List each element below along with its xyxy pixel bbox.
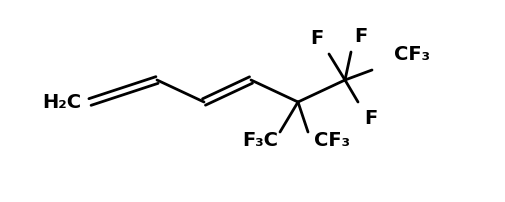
Text: CF₃: CF₃ (393, 44, 429, 63)
Text: F: F (354, 26, 367, 45)
Text: F: F (364, 108, 377, 127)
Text: F: F (310, 28, 323, 47)
Text: F₃C: F₃C (241, 130, 277, 149)
Text: H₂C: H₂C (42, 93, 81, 112)
Text: CF₃: CF₃ (314, 130, 349, 149)
